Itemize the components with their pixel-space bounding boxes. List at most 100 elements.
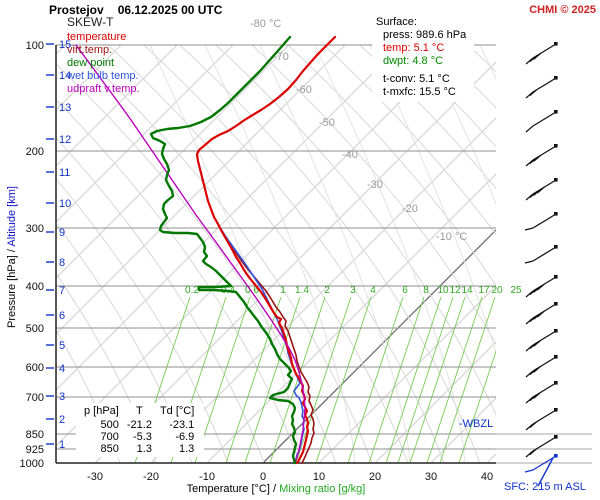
wind-barb-feather	[525, 370, 534, 378]
mixing-ratio-label: 1.4	[295, 285, 309, 296]
temperature-tick-label: 40	[481, 471, 493, 483]
mixing-ratio-label: 12	[449, 285, 461, 296]
mixing-ratio-line	[439, 296, 496, 463]
temperature-curve	[195, 35, 337, 465]
wind-barb	[525, 275, 558, 298]
altitude-tick-label: 9	[59, 227, 65, 239]
y-axis-label: Pressure [hPa] / Altitude [km]	[6, 186, 18, 328]
surface-tconv-row: t-conv: 5.1 °C	[376, 73, 466, 86]
altitude-tick-label: 11	[59, 167, 70, 179]
legend: temperature virt.temp. dew point wet bul…	[67, 31, 140, 96]
pressure-tick-label: 700	[26, 392, 44, 404]
surface-tmxfc-row: t-mxfc: 15.5 °C	[376, 86, 466, 99]
isotherm-label: -70	[273, 51, 289, 63]
wind-barb-feather	[529, 448, 538, 456]
altitude-tick-label: 13	[59, 102, 71, 114]
wind-barb	[525, 435, 558, 458]
surface-temp-value: 5.1 °C	[413, 42, 445, 54]
x-axis-mixing-ratio-label: Mixing ratio [g/kg]	[279, 483, 366, 495]
surface-tconv-label: t-conv:	[383, 73, 417, 85]
temperature-tick-label: 10	[313, 471, 325, 483]
wind-barb-shaft	[532, 145, 557, 161]
mixing-ratio-label: 17	[478, 285, 490, 296]
levels-table: p [hPa] T Td [°C] 500 -21.2 -23.1 700 -5…	[76, 403, 205, 457]
wind-barb	[524, 212, 558, 231]
surface-dwpt-label: dwpt:	[383, 55, 410, 67]
wind-barb-shaft	[532, 179, 557, 195]
wind-barb-feather	[533, 339, 541, 347]
dry-adiabat-line	[251, 45, 496, 346]
legend-item-wet-bulb: wet bulb temp.	[67, 70, 139, 82]
surface-heading: Surface:	[376, 16, 417, 28]
surface-tconv-value: 5.1 °C	[419, 73, 450, 85]
isotherm-line	[56, 45, 346, 335]
wind-barb-shaft	[532, 303, 557, 319]
wind-barb-feather	[529, 191, 538, 199]
altitude-tick-label: 10	[59, 198, 71, 210]
legend-item-temperature: temperature	[67, 31, 127, 43]
wind-barb-feather	[525, 423, 534, 431]
wind-barb-feather	[525, 290, 534, 298]
copyright-note: CHMI © 2025	[529, 4, 596, 16]
altitude-tick-label: 14	[59, 70, 71, 82]
isotherm-line	[56, 45, 290, 279]
wind-barb-foot	[524, 260, 534, 264]
sfc-leader-line	[537, 457, 554, 487]
wind-barb	[525, 329, 558, 352]
wind-barb-shaft	[532, 77, 557, 93]
wind-barb-shaft	[532, 111, 557, 127]
mixing-ratio-line	[458, 349, 496, 463]
wind-barb	[524, 245, 558, 264]
wind-barb-feather	[525, 344, 534, 352]
isotherm-line	[318, 285, 496, 463]
table-row: 500 -21.2 -23.1	[100, 419, 195, 431]
mixing-ratio-label: 0.2	[185, 285, 199, 296]
wind-barb-shaft	[532, 246, 557, 262]
mixing-ratio-label: 8	[423, 285, 429, 296]
legend-item-virt-temp: virt.temp.	[67, 44, 113, 56]
dry-adiabat-line	[504, 45, 600, 463]
col-dewpoint: Td [°C]	[159, 405, 195, 417]
isotherm-0C-line	[262, 229, 496, 463]
wind-barb	[525, 302, 558, 325]
x-axis-temperature-label: Temperature [°C]	[186, 483, 270, 495]
surface-temp-row: temp: 5.1 °C	[376, 42, 466, 55]
isotherm-line	[56, 45, 402, 391]
saturated-adiabat-line	[259, 45, 411, 463]
dry-adiabat-line	[56, 98, 301, 463]
isotherm-label: -20	[402, 203, 418, 215]
saturated-adiabat-line	[369, 45, 496, 355]
wind-barb-feather	[529, 342, 538, 350]
wind-barb	[525, 42, 558, 65]
dry-adiabat-line	[540, 45, 600, 463]
wbzl-marker-label: -WBZL	[459, 418, 494, 430]
altitude-tick-label: 6	[59, 310, 65, 322]
diagram-type-label: SKEW-T	[67, 15, 114, 29]
mixing-ratio-label: 14	[461, 285, 473, 296]
y-axis-pressure-label: Pressure [hPa]	[6, 255, 18, 328]
temperature-tick-label: 0	[260, 471, 266, 483]
mixing-ratio-label: 2	[324, 285, 330, 296]
wind-barb-feather	[533, 285, 541, 293]
updraft-virtual-temperature-curve	[75, 44, 306, 464]
isotherm-label: -80 °C	[250, 18, 281, 30]
wind-barb-feather	[525, 396, 534, 404]
dry-adiabat-line	[107, 45, 409, 463]
wind-barb-feather	[537, 283, 545, 291]
dry-adiabat-line	[576, 45, 600, 463]
pressure-tick-label: 200	[26, 146, 44, 158]
wind-barb-shaft	[532, 356, 557, 372]
altitude-tick-label: 5	[59, 340, 65, 352]
table-row: 850 1.3 1.3	[100, 443, 195, 455]
mixing-ratio-label: 0.6	[245, 285, 259, 296]
table-row: 700 -5.3 -6.9	[100, 431, 195, 443]
isotherm-label: -40	[342, 149, 358, 161]
wind-barb-foot	[524, 469, 534, 473]
wind-barb-feather	[525, 91, 534, 99]
surface-temp-label: temp:	[383, 42, 411, 54]
altitude-tick-label: 7	[59, 285, 65, 297]
wind-barb-feather	[537, 310, 545, 318]
levels-table-header: p [hPa] T Td [°C]	[80, 405, 198, 419]
wind-barb-shaft	[532, 276, 557, 292]
